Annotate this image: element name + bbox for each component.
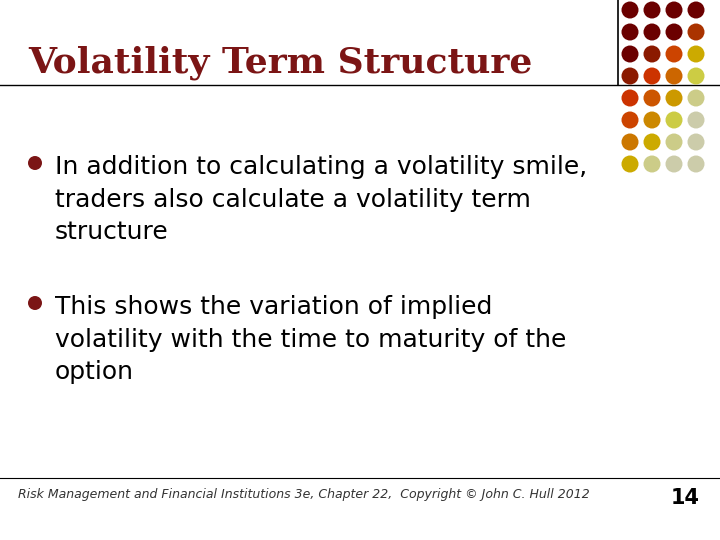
Circle shape — [665, 111, 683, 129]
Circle shape — [665, 90, 683, 106]
Circle shape — [644, 2, 660, 18]
Circle shape — [644, 156, 660, 172]
Circle shape — [688, 2, 704, 18]
Circle shape — [644, 111, 660, 129]
Circle shape — [665, 68, 683, 84]
Circle shape — [644, 68, 660, 84]
Circle shape — [688, 133, 704, 151]
Circle shape — [665, 2, 683, 18]
Circle shape — [688, 90, 704, 106]
Circle shape — [621, 111, 639, 129]
Circle shape — [644, 45, 660, 63]
Circle shape — [688, 111, 704, 129]
Circle shape — [665, 133, 683, 151]
Circle shape — [621, 133, 639, 151]
Circle shape — [688, 45, 704, 63]
Circle shape — [621, 90, 639, 106]
Text: 14: 14 — [671, 488, 700, 508]
Circle shape — [28, 296, 42, 310]
Text: Volatility Term Structure: Volatility Term Structure — [28, 45, 532, 79]
Circle shape — [644, 133, 660, 151]
Circle shape — [665, 45, 683, 63]
Circle shape — [688, 24, 704, 40]
Text: This shows the variation of implied
volatility with the time to maturity of the
: This shows the variation of implied vola… — [55, 295, 567, 384]
Circle shape — [621, 68, 639, 84]
Circle shape — [688, 156, 704, 172]
Circle shape — [28, 156, 42, 170]
Text: Risk Management and Financial Institutions 3e, Chapter 22,  Copyright © John C. : Risk Management and Financial Institutio… — [18, 488, 590, 501]
Circle shape — [644, 90, 660, 106]
Circle shape — [665, 156, 683, 172]
Circle shape — [621, 24, 639, 40]
Circle shape — [621, 156, 639, 172]
Text: In addition to calculating a volatility smile,
traders also calculate a volatili: In addition to calculating a volatility … — [55, 155, 588, 244]
Circle shape — [688, 68, 704, 84]
Circle shape — [621, 2, 639, 18]
Circle shape — [665, 24, 683, 40]
Circle shape — [644, 24, 660, 40]
Circle shape — [621, 45, 639, 63]
